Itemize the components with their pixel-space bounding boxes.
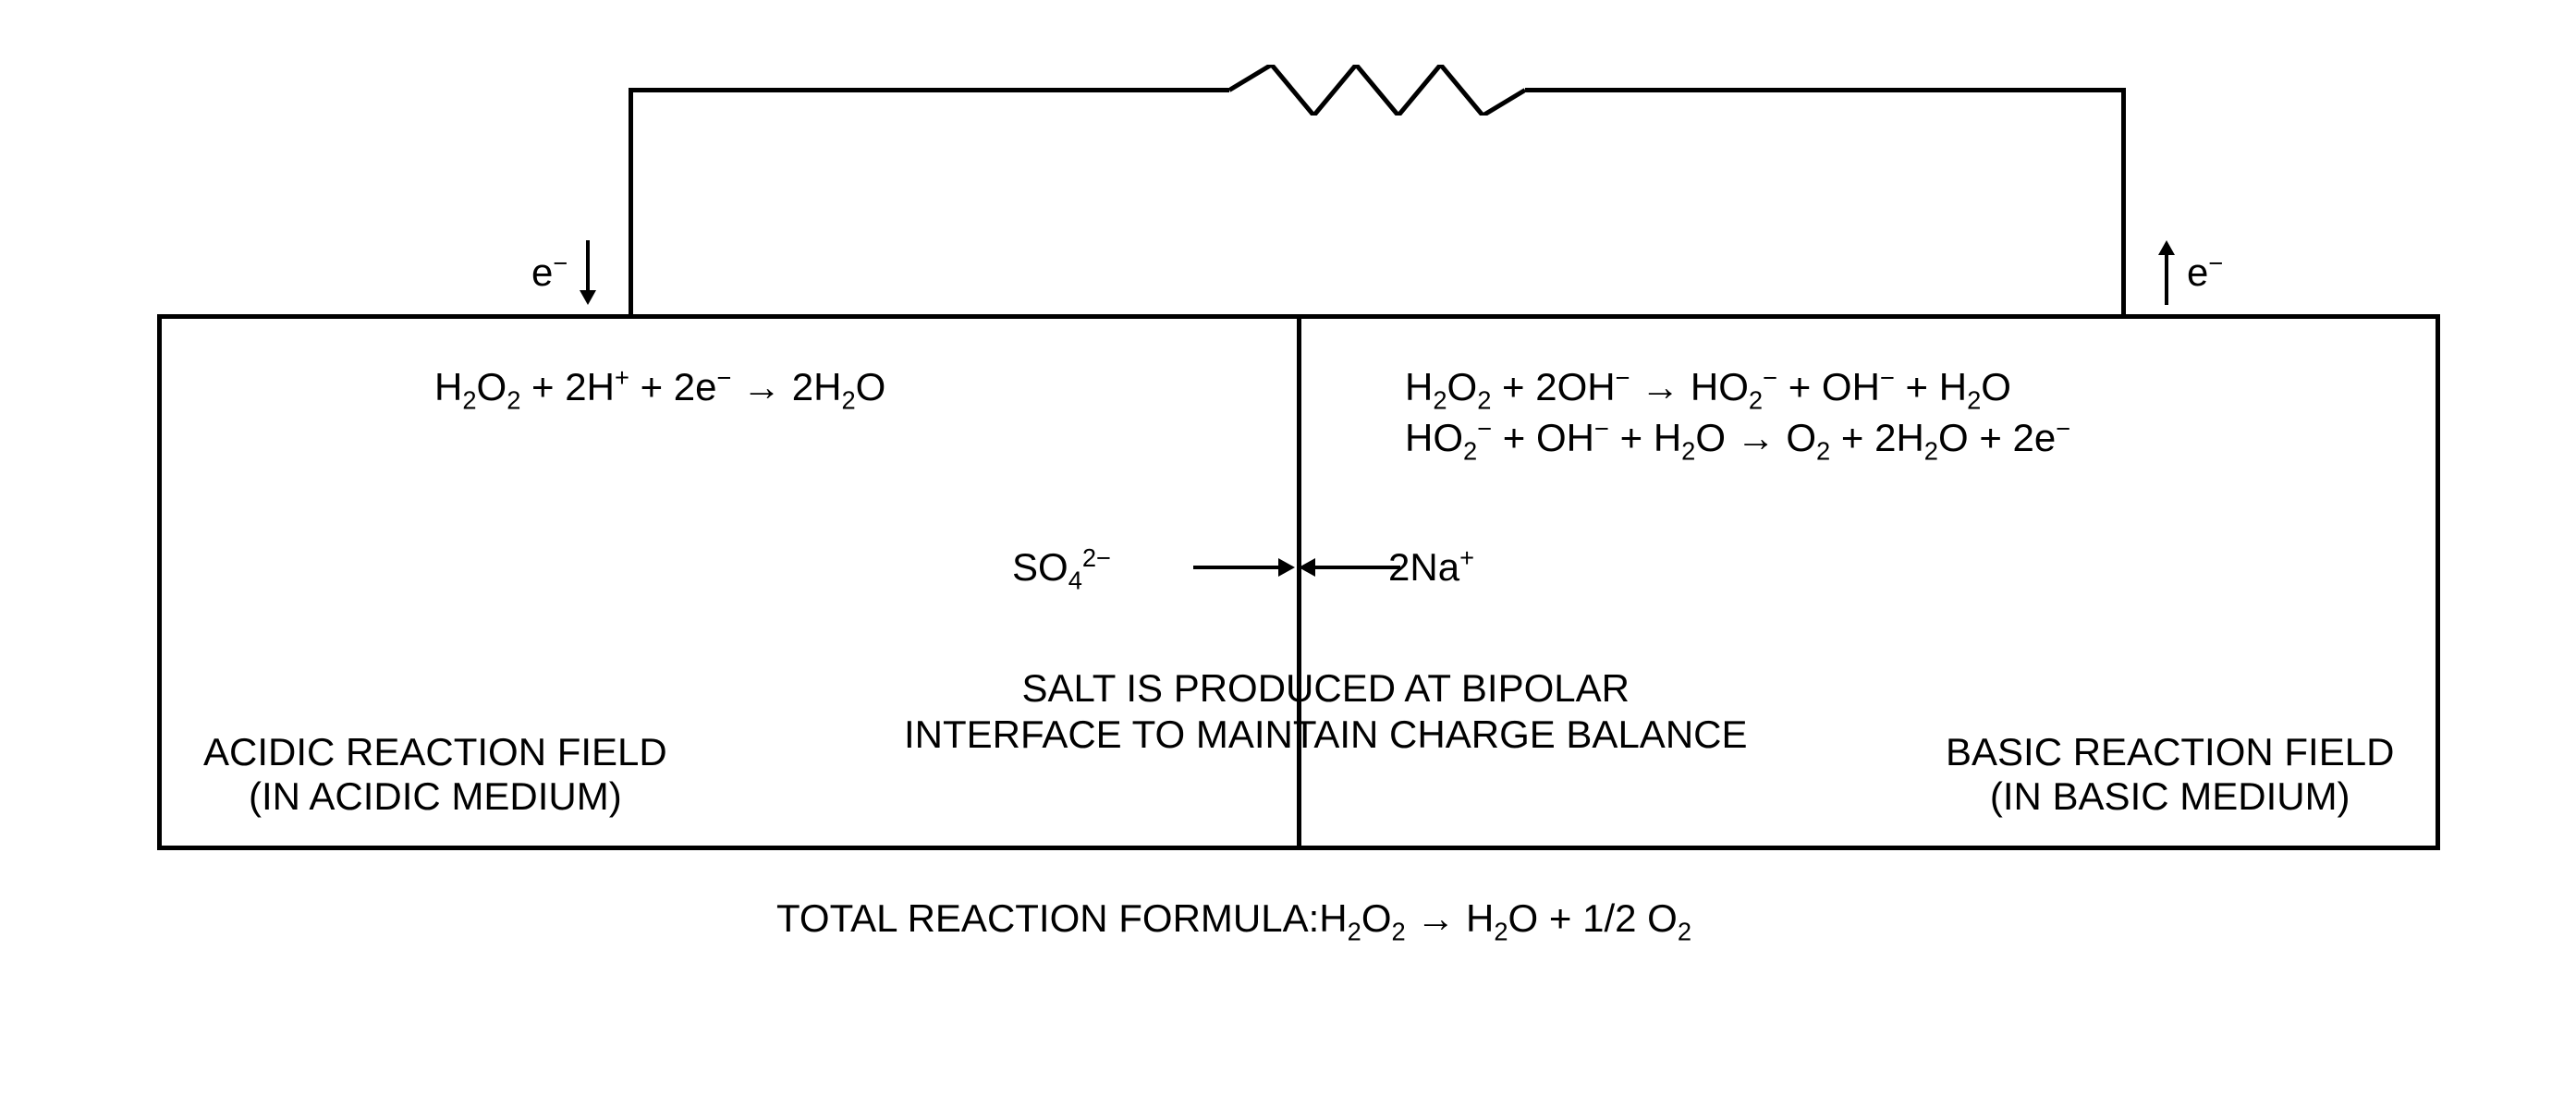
acidic-field-line2: (IN ACIDIC MEDIUM) bbox=[203, 774, 667, 819]
electron-flow-right: e− bbox=[2154, 240, 2223, 305]
acidic-field-line1: ACIDIC REACTION FIELD bbox=[203, 730, 667, 774]
cathode-equation: H2O2 + 2H+ + 2e− → 2H2O bbox=[434, 365, 885, 409]
external-wire bbox=[629, 88, 2126, 319]
basic-field-line2: (IN BASIC MEDIUM) bbox=[1946, 774, 2394, 819]
acidic-field-label: ACIDIC REACTION FIELD (IN ACIDIC MEDIUM) bbox=[203, 730, 667, 820]
total-reaction: TOTAL REACTION FORMULA:H2O2 → H2O + 1/2 … bbox=[776, 896, 1691, 941]
diagram-canvas: e− e− H2O2 + 2H+ + 2e− → 2H2O H2O2 + 2OH… bbox=[0, 0, 2576, 1096]
bipolar-caption: SALT IS PRODUCED AT BIPOLAR INTERFACE TO… bbox=[904, 665, 1748, 759]
bipolar-divider bbox=[1297, 314, 1301, 850]
total-reaction-formula: H2O2 → H2O + 1/2 O2 bbox=[1319, 896, 1691, 940]
electron-label-left: e− bbox=[531, 250, 568, 295]
anode-equation-2: HO2− + OH− + H2O → O2 + 2H2O + 2e− bbox=[1405, 416, 2070, 460]
basic-field-line1: BASIC REACTION FIELD bbox=[1946, 730, 2394, 774]
basic-field-label: BASIC REACTION FIELD (IN BASIC MEDIUM) bbox=[1946, 730, 2394, 820]
ion-migration-arrows bbox=[1193, 554, 1400, 580]
bipolar-caption-line1: SALT IS PRODUCED AT BIPOLAR bbox=[904, 665, 1748, 712]
resistor-icon bbox=[1229, 65, 1525, 120]
electron-label-right: e− bbox=[2187, 250, 2223, 295]
sulfate-ion-label: SO42− bbox=[1012, 545, 1111, 590]
bipolar-caption-line2: INTERFACE TO MAINTAIN CHARGE BALANCE bbox=[904, 712, 1748, 758]
electron-flow-left: e− bbox=[531, 240, 601, 305]
sodium-ion-label: 2Na+ bbox=[1388, 545, 1474, 590]
anode-equation-1: H2O2 + 2OH− → HO2− + OH− + H2O bbox=[1405, 365, 2011, 409]
total-reaction-prefix: TOTAL REACTION FORMULA: bbox=[776, 896, 1319, 940]
